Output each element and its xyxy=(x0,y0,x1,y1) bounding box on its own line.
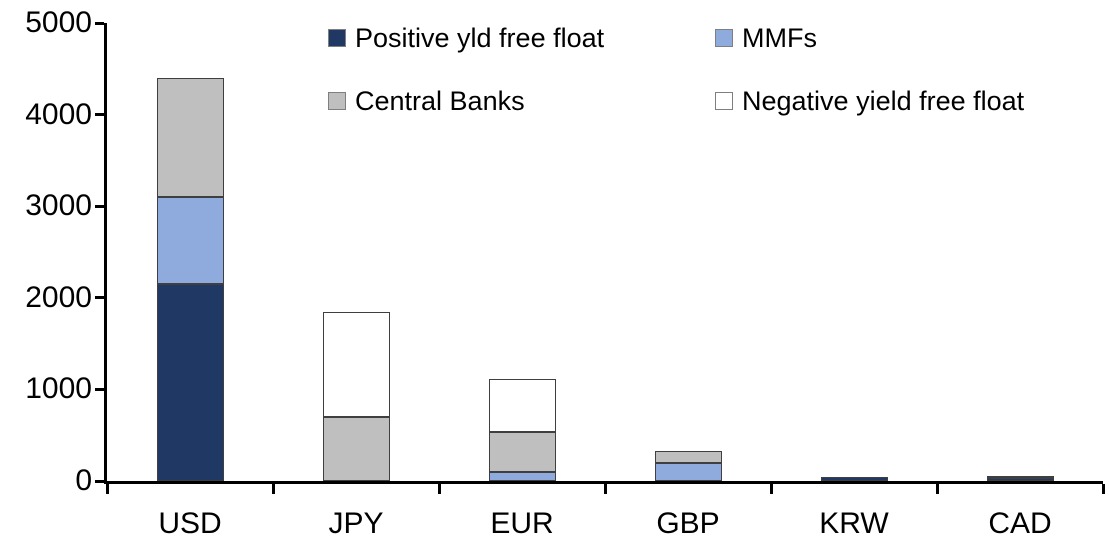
y-axis-tick-label: 2000 xyxy=(25,280,92,314)
legend-swatch-icon xyxy=(328,92,346,110)
bar-segment-negative-yield-free-float-eur xyxy=(488,379,556,433)
bar-segment-mmfs-eur xyxy=(488,471,556,481)
legend-swatch-icon xyxy=(715,92,733,110)
legend-swatch-icon xyxy=(328,29,346,47)
y-axis-tick xyxy=(95,204,104,208)
legend-label: MMFs xyxy=(742,22,817,53)
legend-item-central-banks: Central Banks xyxy=(328,85,525,116)
bar-segment-central-banks-eur xyxy=(488,432,556,472)
bar-segment-central-banks-jpy xyxy=(322,416,390,481)
x-axis-tick xyxy=(1101,484,1105,494)
bar-segment-mmfs-gbp xyxy=(654,462,722,481)
y-axis-tick xyxy=(95,387,104,391)
x-axis-tick xyxy=(105,484,109,494)
legend-swatch-icon xyxy=(715,29,733,47)
x-axis-category-label: KRW xyxy=(819,507,889,540)
x-axis-tick xyxy=(603,484,607,494)
x-axis-category-label: GBP xyxy=(656,507,720,540)
bar-segment-positive-yld-free-float-usd xyxy=(156,284,224,481)
y-axis-tick-label: 3000 xyxy=(25,189,92,223)
bar-segment-positive-yld-free-float-krw xyxy=(820,477,888,481)
legend-label: Positive yld free float xyxy=(355,22,605,53)
y-axis-tick-label: 1000 xyxy=(25,372,92,406)
x-axis-tick xyxy=(271,484,275,494)
legend-label: Central Banks xyxy=(355,85,525,116)
y-axis-tick xyxy=(95,21,104,25)
bar-segment-positive-yld-free-float-cad xyxy=(986,478,1054,481)
y-axis-tick xyxy=(95,296,104,300)
bar-segment-negative-yield-free-float-jpy xyxy=(322,312,390,417)
y-axis-tick xyxy=(95,113,104,117)
bar-segment-mmfs-usd xyxy=(156,197,224,285)
y-axis-tick-label: 4000 xyxy=(25,97,92,131)
x-axis-tick xyxy=(935,484,939,494)
x-axis-category-label: EUR xyxy=(490,507,554,540)
x-axis-category-label: USD xyxy=(158,507,222,540)
y-axis-tick-label: 5000 xyxy=(25,6,92,39)
x-axis-category-label: JPY xyxy=(328,507,384,540)
y-axis-line xyxy=(104,23,107,484)
y-axis-tick xyxy=(95,479,104,483)
legend-item-positive-yld-free-float: Positive yld free float xyxy=(328,22,605,53)
x-axis-category-label: CAD xyxy=(988,507,1052,540)
legend-item-negative-yield-free-float: Negative yield free float xyxy=(715,85,1025,116)
bar-segment-central-banks-usd xyxy=(156,77,224,198)
x-axis-line xyxy=(104,481,1103,484)
y-axis-tick-label: 0 xyxy=(75,464,92,497)
x-axis-tick xyxy=(437,484,441,494)
bar-segment-central-banks-gbp xyxy=(654,451,722,463)
legend-item-mmfs: MMFs xyxy=(715,22,817,53)
bar-segment-central-banks-cad xyxy=(986,475,1054,479)
legend-label: Negative yield free float xyxy=(742,85,1025,116)
x-axis-tick xyxy=(769,484,773,494)
